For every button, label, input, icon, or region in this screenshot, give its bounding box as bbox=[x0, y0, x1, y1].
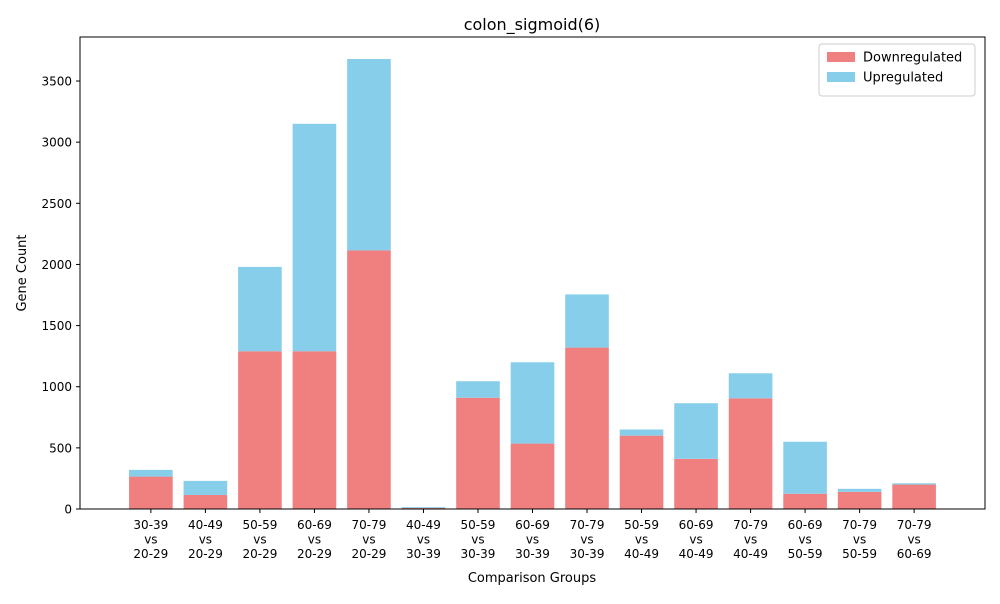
bar-downregulated-11 bbox=[728, 398, 773, 509]
y-tick-label: 500 bbox=[49, 441, 72, 455]
x-tick-label: 70-79 vs 30-39 bbox=[570, 518, 605, 561]
bar-downregulated-8 bbox=[565, 347, 609, 509]
legend-swatch-upregulated bbox=[827, 72, 855, 82]
bar-downregulated-6 bbox=[456, 397, 500, 509]
bar-downregulated-14 bbox=[892, 484, 936, 509]
bar-upregulated-0 bbox=[129, 469, 173, 477]
x-tick-label: 30-39 vs 20-29 bbox=[133, 518, 168, 561]
bar-upregulated-3 bbox=[292, 123, 337, 352]
bar-upregulated-8 bbox=[565, 294, 609, 348]
x-tick-label: 50-59 vs 20-29 bbox=[242, 518, 277, 561]
legend-swatch-downregulated bbox=[827, 52, 855, 62]
x-tick-label: 60-69 vs 50-59 bbox=[788, 518, 823, 561]
y-tick-label: 0 bbox=[64, 503, 72, 517]
bar-upregulated-5 bbox=[401, 507, 446, 509]
x-tick-label: 70-79 vs 60-69 bbox=[897, 518, 932, 561]
bar-downregulated-12 bbox=[783, 493, 827, 509]
bar-downregulated-2 bbox=[238, 351, 282, 509]
bar-downregulated-10 bbox=[674, 458, 718, 509]
bar-upregulated-11 bbox=[728, 373, 773, 399]
y-tick-label: 3000 bbox=[41, 136, 72, 150]
x-tick-label: 70-79 vs 40-49 bbox=[733, 518, 768, 561]
bar-upregulated-9 bbox=[619, 429, 664, 436]
bar-downregulated-13 bbox=[837, 491, 882, 509]
y-tick-label: 3500 bbox=[41, 75, 72, 89]
bar-downregulated-4 bbox=[347, 250, 391, 509]
bar-downregulated-0 bbox=[129, 476, 173, 509]
x-tick-label: 50-59 vs 30-39 bbox=[461, 518, 496, 561]
bar-downregulated-9 bbox=[619, 435, 664, 509]
y-tick-label: 1000 bbox=[41, 380, 72, 394]
legend: Downregulated Upregulated bbox=[818, 43, 976, 97]
bar-upregulated-2 bbox=[238, 266, 282, 352]
bar-downregulated-7 bbox=[510, 443, 555, 509]
y-tick-label: 2000 bbox=[41, 258, 72, 272]
x-tick-label: 70-79 vs 50-59 bbox=[842, 518, 877, 561]
legend-label-upregulated: Upregulated bbox=[863, 71, 943, 86]
bar-downregulated-1 bbox=[183, 494, 228, 509]
x-tick-label: 40-49 vs 30-39 bbox=[406, 518, 441, 561]
x-tick-label: 60-69 vs 20-29 bbox=[297, 518, 332, 561]
bar-upregulated-1 bbox=[183, 480, 228, 495]
y-tick-label: 2500 bbox=[41, 197, 72, 211]
x-tick-label: 40-49 vs 20-29 bbox=[188, 518, 223, 561]
x-tick-label: 50-59 vs 40-49 bbox=[624, 518, 659, 561]
bar-upregulated-7 bbox=[510, 362, 555, 444]
bar-upregulated-4 bbox=[347, 59, 391, 251]
x-tick-label: 60-69 vs 30-39 bbox=[515, 518, 550, 561]
bar-upregulated-6 bbox=[456, 381, 500, 398]
bar-downregulated-3 bbox=[292, 351, 337, 509]
x-tick-label: 60-69 vs 40-49 bbox=[679, 518, 714, 561]
bar-upregulated-10 bbox=[674, 403, 718, 459]
y-axis-label: Gene Count bbox=[15, 234, 30, 311]
chart-title: colon_sigmoid(6) bbox=[464, 15, 601, 35]
y-tick-label: 1500 bbox=[41, 319, 72, 333]
bars-layer bbox=[129, 59, 936, 509]
bar-upregulated-14 bbox=[892, 483, 936, 485]
bar-upregulated-12 bbox=[783, 441, 827, 494]
axes-layer: 0 500 1000 1500 2000 2500 3000 3500 30-39 vs 20-29… bbox=[41, 36, 986, 561]
x-axis-label: Comparison Groups bbox=[468, 571, 597, 586]
x-tick-label: 70-79 vs 20-29 bbox=[352, 518, 387, 561]
bar-upregulated-13 bbox=[837, 488, 882, 492]
legend-box bbox=[818, 43, 976, 97]
legend-label-downregulated: Downregulated bbox=[863, 51, 962, 66]
